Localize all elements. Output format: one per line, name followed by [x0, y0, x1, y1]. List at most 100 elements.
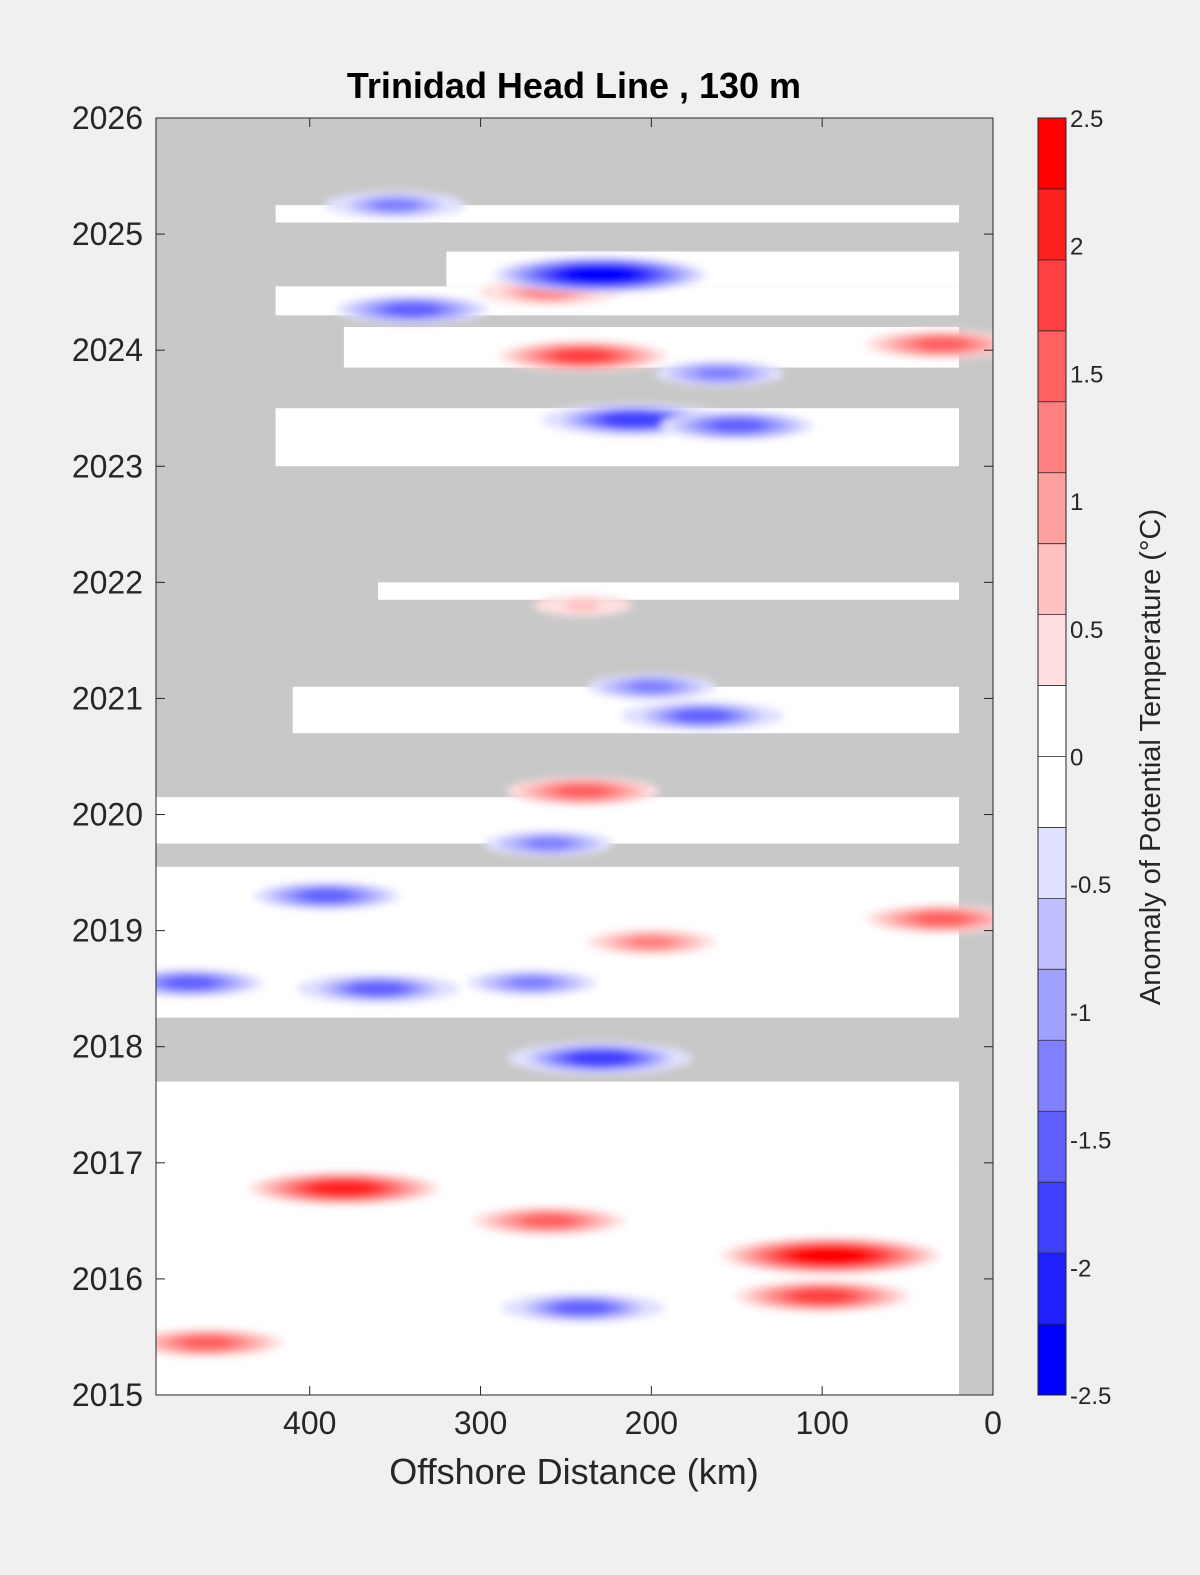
- anomaly-contour: [311, 1180, 376, 1197]
- x-tick-label: 300: [454, 1405, 507, 1441]
- anomaly-contour: [165, 976, 215, 990]
- colorbar-swatch: [1038, 1324, 1066, 1396]
- y-tick-label: 2022: [72, 564, 143, 600]
- anomaly-contour: [302, 889, 352, 903]
- anomaly-feature: [501, 1293, 665, 1323]
- anomaly-contour: [792, 1288, 852, 1304]
- x-tick-label: 100: [795, 1405, 848, 1441]
- anomaly-feature: [156, 1328, 284, 1357]
- y-tick-label: 2025: [72, 216, 143, 252]
- coverage-band: [156, 1366, 959, 1395]
- y-tick-label: 2015: [72, 1377, 143, 1413]
- anomaly-contour: [710, 418, 763, 433]
- anomaly-feature: [248, 1171, 440, 1205]
- anomaly-feature: [506, 777, 660, 806]
- y-tick-label: 2020: [72, 797, 143, 833]
- chart-title: Trinidad Head Line , 130 m: [347, 65, 801, 106]
- colorbar-swatch: [1038, 472, 1066, 545]
- anomaly-feature: [324, 191, 466, 219]
- anomaly-feature: [721, 1237, 940, 1274]
- anomaly-feature: [472, 1206, 626, 1236]
- colorbar-tick-label: 0: [1070, 745, 1083, 772]
- x-axis-label: Offshore Distance (km): [389, 1451, 758, 1492]
- colorbar-tick-label: -1: [1070, 1000, 1091, 1027]
- anomaly-contour: [555, 1300, 611, 1316]
- colorbar-swatch: [1038, 898, 1066, 970]
- anomaly-feature: [660, 411, 814, 440]
- colorbar-swatch: [1038, 1111, 1066, 1183]
- colorbar-swatch: [1038, 543, 1066, 616]
- colorbar-swatch: [1038, 1253, 1066, 1325]
- anomaly-contour: [675, 708, 730, 724]
- anomaly-contour: [557, 784, 609, 799]
- anomaly-contour: [915, 912, 968, 926]
- anomaly-feature: [498, 340, 668, 372]
- colorbar-label: Anomaly of Potential Temperature (°C): [1135, 509, 1167, 1005]
- anomaly-contour: [697, 367, 743, 380]
- colorbar-tick-label: -2: [1070, 1255, 1091, 1282]
- anomaly-feature: [655, 360, 785, 387]
- colorbar-swatch: [1038, 685, 1066, 757]
- anomaly-features: [156, 191, 993, 1357]
- colorbar-swatch: [1038, 188, 1066, 261]
- coverage-band: [378, 582, 960, 600]
- anomaly-feature: [296, 973, 460, 1004]
- y-tick-label: 2018: [72, 1029, 143, 1065]
- anomaly-feature: [734, 1280, 910, 1312]
- colorbar-tick-label: 0.5: [1070, 617, 1103, 644]
- anomaly-contour: [564, 266, 636, 284]
- anomaly-feature: [335, 295, 489, 324]
- colorbar-swatch: [1038, 969, 1066, 1041]
- colorbar-swatch: [1038, 330, 1066, 403]
- anomaly-feature: [156, 969, 264, 997]
- colorbar-swatch: [1038, 614, 1066, 687]
- y-tick-label: 2026: [72, 100, 143, 136]
- anomaly-contour: [565, 600, 601, 612]
- colorbar-swatch: [1038, 401, 1066, 474]
- anomaly-feature: [533, 594, 633, 617]
- y-tick-label: 2016: [72, 1261, 143, 1297]
- anomaly-contour: [509, 976, 555, 990]
- anomaly-contour: [522, 1213, 575, 1228]
- coverage-band: [156, 1081, 959, 1163]
- y-tick-label: 2019: [72, 913, 143, 949]
- anomaly-feature: [542, 403, 727, 436]
- anomaly-contour: [181, 1335, 234, 1350]
- plot-area: 400 300 200 100 0 2015 2016 2017 2018 2019 2020 20…: [72, 100, 1002, 1441]
- anomaly-feature: [467, 970, 597, 996]
- colorbar-tick-label: 2: [1070, 234, 1083, 261]
- y-tick-label: 2023: [72, 448, 143, 484]
- y-tick-label: 2021: [72, 680, 143, 716]
- x-tick-label: 0: [984, 1405, 1002, 1441]
- anomaly-contour: [603, 412, 666, 428]
- colorbar-tick-label: -1.5: [1070, 1128, 1111, 1155]
- colorbar-frame: [1037, 117, 1067, 1396]
- anomaly-feature: [484, 830, 614, 857]
- anomaly-contour: [554, 348, 612, 364]
- anomaly-feature: [507, 1042, 693, 1075]
- anomaly-contour: [371, 198, 419, 212]
- colorbar-tick-label: -0.5: [1070, 872, 1111, 899]
- anomaly-feature: [253, 882, 401, 910]
- anomaly-contour: [526, 837, 572, 850]
- colorbar-swatch: [1038, 1040, 1066, 1112]
- anomaly-feature: [586, 929, 717, 955]
- y-tick-label: 2024: [72, 332, 143, 368]
- colorbar-tick-label: 2.5: [1070, 106, 1103, 133]
- x-tick-label: 200: [625, 1405, 678, 1441]
- colorbar: -2.5 -2 -1.5 -1 -0.5 0 0.5 1 1.5 2 2.5 Anomaly of …: [1037, 106, 1167, 1410]
- colorbar-tick-label: 1.5: [1070, 361, 1103, 388]
- colorbar-swatch: [1038, 827, 1066, 899]
- anomaly-feature: [621, 701, 785, 731]
- anomaly-feature: [865, 330, 993, 359]
- colorbar-swatch: [1038, 259, 1066, 332]
- anomaly-feature: [865, 904, 993, 934]
- colorbar-swatch: [1038, 1182, 1066, 1254]
- anomaly-contour: [386, 302, 439, 317]
- anomaly-feature: [493, 256, 707, 293]
- colorbar-swatch: [1038, 756, 1066, 828]
- x-tick-label: 400: [283, 1405, 336, 1441]
- x-axis: 400 300 200 100 0: [283, 118, 1002, 1441]
- anomaly-contour: [350, 981, 406, 996]
- y-tick-label: 2017: [72, 1145, 143, 1181]
